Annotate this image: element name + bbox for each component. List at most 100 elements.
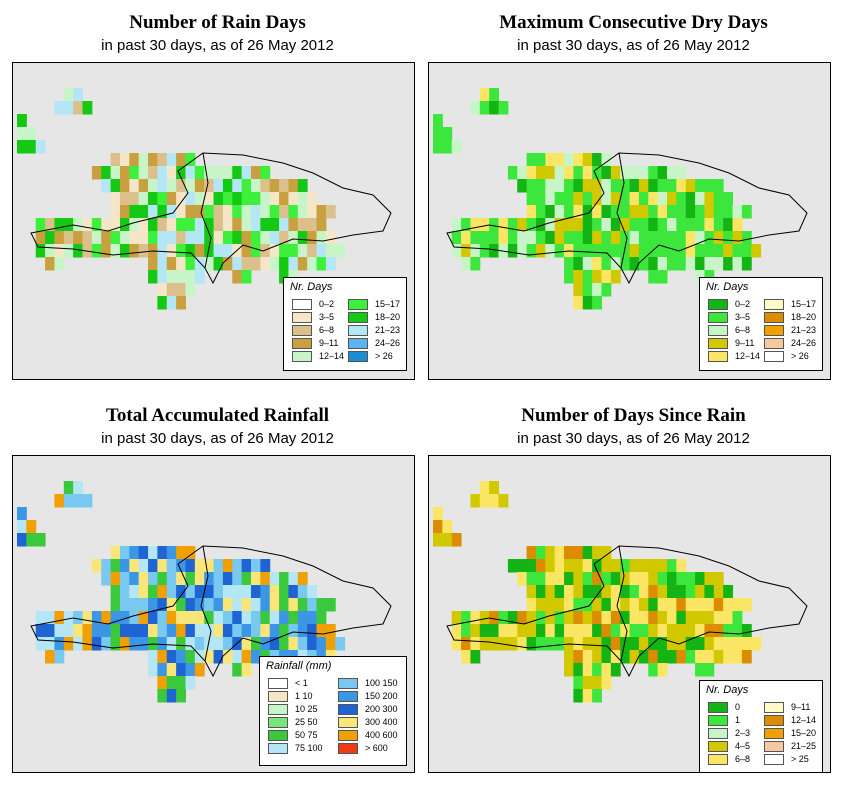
grid-cell — [129, 559, 140, 573]
grid-cell — [148, 546, 158, 560]
grid-cell — [638, 205, 649, 219]
grid-cell — [185, 637, 196, 651]
grid-cell — [148, 166, 158, 180]
grid-cell — [26, 127, 37, 141]
grid-cell — [91, 637, 102, 651]
grid-cell — [554, 624, 565, 638]
legend-label: 300 400 — [365, 717, 398, 727]
grid-cell — [251, 205, 261, 219]
legend-swatch — [268, 717, 288, 728]
grid-cell — [45, 231, 55, 245]
grid-cell — [297, 205, 308, 219]
grid-cell — [489, 611, 500, 625]
panel-4-title: Number of Days Since Rain — [521, 405, 746, 426]
grid-cell — [695, 611, 705, 625]
grid-cell — [91, 166, 102, 180]
grid-cell — [433, 114, 443, 128]
grid-cell — [232, 192, 243, 206]
grid-cell — [573, 192, 584, 206]
grid-cell — [129, 611, 140, 625]
grid-cell — [101, 231, 112, 245]
panel-4-legend: Nr. Days 0 1 2–3 4–5 6–8 9–11 12–14 15–20 21–25 >… — [699, 680, 823, 772]
grid-cell — [297, 179, 308, 193]
grid-cell — [194, 663, 205, 677]
grid-cell — [26, 533, 37, 547]
grid-cell — [564, 166, 574, 180]
grid-cell — [732, 624, 743, 638]
grid-cell — [648, 663, 659, 677]
grid-cell — [582, 572, 593, 586]
panel-4-subtitle: in past 30 days, as of 26 May 2012 — [517, 430, 750, 447]
grid-cell — [545, 546, 556, 560]
grid-cell — [194, 205, 205, 219]
grid-cell — [573, 689, 584, 703]
grid-cell — [232, 650, 243, 664]
grid-cell — [204, 179, 215, 193]
grid-cell — [251, 637, 261, 651]
grid-cell — [166, 624, 177, 638]
grid-cell — [138, 166, 149, 180]
grid-cell — [526, 179, 537, 193]
legend-swatch — [764, 338, 784, 349]
grid-cell — [535, 637, 546, 651]
legend-swatch — [292, 312, 312, 323]
grid-cell — [222, 585, 233, 599]
grid-cell — [592, 231, 602, 245]
legend-swatch — [764, 741, 784, 752]
legend-label: 400 600 — [365, 730, 398, 740]
grid-cell — [695, 244, 705, 258]
grid-cell — [222, 572, 233, 586]
grid-cell — [685, 650, 696, 664]
grid-cell — [288, 611, 299, 625]
grid-cell — [732, 205, 743, 219]
grid-cell — [110, 637, 121, 651]
grid-cell — [148, 270, 158, 284]
grid-cell — [204, 192, 215, 206]
grid-cell — [204, 624, 215, 638]
grid-cell — [176, 166, 186, 180]
grid-cell — [222, 244, 233, 258]
grid-cell — [685, 205, 696, 219]
grid-cell — [138, 231, 149, 245]
grid-cell — [157, 231, 168, 245]
grid-cell — [676, 166, 687, 180]
grid-cell — [535, 153, 546, 167]
grid-cell — [325, 231, 336, 245]
grid-cell — [489, 244, 500, 258]
grid-cell — [610, 179, 621, 193]
grid-cell — [479, 244, 490, 258]
grid-cell — [166, 650, 177, 664]
grid-cell — [148, 598, 158, 612]
grid-cell — [73, 244, 84, 258]
legend-swatch — [292, 338, 312, 349]
grid-cell — [592, 218, 602, 232]
grid-cell — [601, 257, 612, 271]
grid-cell — [545, 598, 556, 612]
grid-cell — [564, 192, 574, 206]
grid-cell — [166, 283, 177, 297]
grid-cell — [657, 218, 668, 232]
legend-swatch — [708, 741, 728, 752]
legend-swatch — [708, 754, 728, 765]
grid-cell — [185, 192, 196, 206]
grid-cell — [713, 611, 724, 625]
grid-cell — [213, 218, 224, 232]
grid-cell — [260, 572, 271, 586]
grid-cell — [526, 153, 537, 167]
legend-item: 12–14 — [708, 350, 766, 362]
grid-cell — [657, 572, 668, 586]
legend-item: 50 75 — [268, 729, 326, 741]
legend-swatch — [708, 715, 728, 726]
grid-cell — [685, 244, 696, 258]
grid-cell — [535, 598, 546, 612]
grid-cell — [732, 231, 743, 245]
grid-cell — [638, 650, 649, 664]
grid-cell — [138, 244, 149, 258]
grid-cell — [554, 244, 565, 258]
legend-label: 200 300 — [365, 704, 398, 714]
grid-cell — [695, 218, 705, 232]
legend-item: 9–11 — [764, 701, 822, 713]
grid-cell — [260, 192, 271, 206]
grid-cell — [269, 637, 280, 651]
grid-cell — [554, 546, 565, 560]
